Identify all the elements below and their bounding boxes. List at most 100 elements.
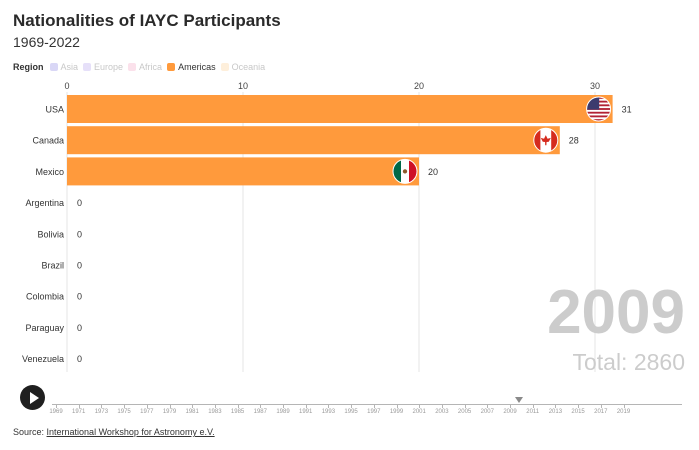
- legend-swatch-europe: [83, 63, 92, 71]
- flag-stripe: [586, 111, 611, 114]
- play-button[interactable]: [20, 385, 45, 410]
- timeline-year-label[interactable]: 1989: [276, 409, 290, 415]
- timeline-year-label[interactable]: 1991: [299, 409, 313, 415]
- chart-subtitle: 1969-2022: [13, 34, 80, 50]
- bar: [67, 95, 613, 123]
- timeline-year-label[interactable]: 2001: [412, 409, 426, 415]
- timeline-year-label[interactable]: 1981: [185, 409, 199, 415]
- timeline-year-label[interactable]: 1975: [117, 409, 131, 415]
- timeline-year-label[interactable]: 2015: [571, 409, 585, 415]
- timeline-tick: [441, 404, 443, 408]
- timeline-year-label[interactable]: 2005: [457, 409, 472, 415]
- timeline-year-label[interactable]: 2003: [435, 409, 449, 415]
- play-icon: [29, 391, 39, 404]
- timeline-tick: [464, 404, 466, 408]
- value-label: 31: [622, 105, 632, 115]
- timeline-year-label[interactable]: 2007: [480, 409, 494, 415]
- timeline-year-label[interactable]: 1997: [367, 409, 381, 415]
- legend-swatch-americas: [167, 63, 176, 71]
- x-tick-label: 10: [238, 81, 248, 91]
- current-year-label: 2009: [547, 278, 685, 347]
- timeline-tick: [146, 404, 148, 408]
- timeline-tick: [260, 404, 262, 408]
- flag-red-band: [409, 159, 417, 184]
- legend-item-oceania[interactable]: Oceania: [220, 62, 265, 72]
- timeline-year-label[interactable]: 2017: [594, 409, 608, 415]
- timeline-year-label[interactable]: 1973: [94, 409, 109, 415]
- legend-item-europe[interactable]: Europe: [83, 62, 123, 72]
- category-label: Mexico: [35, 167, 64, 177]
- year-timeline[interactable]: 1969 1971 1973 1975 1977 1979 1981 1983 1985 1987…: [49, 397, 682, 423]
- value-label: 28: [569, 136, 579, 146]
- value-label: 0: [77, 292, 82, 302]
- legend-swatch-oceania: [220, 63, 229, 71]
- timeline-tick: [101, 404, 103, 408]
- timeline-tick: [532, 404, 534, 408]
- legend-item-asia[interactable]: Asia: [49, 62, 79, 72]
- timeline-year-label[interactable]: 2009: [503, 409, 517, 415]
- timeline-tick: [169, 404, 171, 408]
- category-label: Venezuela: [22, 354, 64, 364]
- timeline-track: [52, 404, 682, 405]
- timeline-year-label[interactable]: 1987: [253, 409, 267, 415]
- timeline-tick: [78, 404, 80, 408]
- x-tick-label: 30: [590, 81, 600, 91]
- flag-green-band: [393, 159, 401, 184]
- legend-label-asia: Asia: [60, 62, 79, 72]
- legend-label-americas: Americas: [178, 62, 216, 72]
- total-label: Total: 2860: [572, 349, 685, 375]
- coat-of-arms-icon: [402, 169, 408, 174]
- timeline-tick: [510, 404, 511, 408]
- flag-left-band: [533, 128, 541, 153]
- timeline-handle[interactable]: [515, 397, 523, 403]
- legend-item-americas[interactable]: Americas: [167, 62, 216, 72]
- region-legend: Region Asia Europe Africa Americas Ocean…: [13, 61, 270, 73]
- timeline-year-label[interactable]: 2019: [616, 409, 631, 415]
- chart-title: Nationalities of IAYC Participants: [13, 11, 281, 30]
- timeline-tick: [555, 404, 557, 408]
- timeline-tick: [124, 404, 126, 408]
- canada-flag-icon: [533, 127, 559, 153]
- timeline-tick: [373, 404, 375, 408]
- x-tick-label: 0: [64, 81, 69, 91]
- maple-leaf-icon: [540, 135, 551, 146]
- value-label: 0: [77, 198, 82, 208]
- timeline-year-label[interactable]: 2011: [526, 409, 540, 415]
- x-tick-label: 20: [414, 81, 424, 91]
- timeline-year-label[interactable]: 1985: [230, 409, 245, 415]
- timeline-year-label[interactable]: 1983: [208, 409, 222, 415]
- timeline-year-label[interactable]: 2013: [548, 409, 563, 415]
- value-label: 0: [77, 261, 82, 271]
- timeline-year-label[interactable]: 1999: [389, 409, 404, 415]
- bar: [67, 126, 560, 155]
- mexico-flag-body: [393, 159, 417, 184]
- timeline-tick: [237, 404, 239, 408]
- timeline-tick: [328, 404, 330, 408]
- timeline-year-label[interactable]: 1993: [321, 409, 336, 415]
- canada-flag-body: [533, 128, 558, 153]
- timeline-tick: [56, 404, 57, 408]
- flag-stripe: [586, 119, 611, 121]
- category-label: Colombia: [26, 292, 64, 302]
- timeline-tick: [487, 404, 489, 408]
- flag-right-band: [551, 128, 558, 153]
- bar-chart: 0 10 20 30 USA 31 Canada 28 Mexico 20 Argentina 0 Bo…: [22, 81, 632, 372]
- timeline-tick: [192, 404, 194, 408]
- legend-swatch-africa: [128, 63, 137, 71]
- legend-item-africa[interactable]: Africa: [128, 62, 162, 72]
- timeline-year-label[interactable]: 1979: [162, 409, 177, 415]
- timeline-year-label[interactable]: 1969: [49, 409, 63, 415]
- category-label: Canada: [32, 136, 64, 146]
- value-label: 0: [77, 323, 82, 333]
- flag-ring: [586, 96, 612, 122]
- timeline-tick: [214, 404, 216, 408]
- category-label: Bolivia: [37, 229, 64, 239]
- timeline-year-label[interactable]: 1995: [344, 409, 358, 415]
- legend-label-europe: Europe: [94, 62, 124, 72]
- timeline-tick: [578, 404, 580, 408]
- legend-label-africa: Africa: [139, 62, 163, 72]
- timeline-year-label[interactable]: 1977: [140, 409, 154, 415]
- source-link[interactable]: International Workshop for Astronomy e.V…: [46, 427, 215, 437]
- legend-swatch-asia: [49, 63, 58, 71]
- timeline-year-label[interactable]: 1971: [72, 409, 86, 415]
